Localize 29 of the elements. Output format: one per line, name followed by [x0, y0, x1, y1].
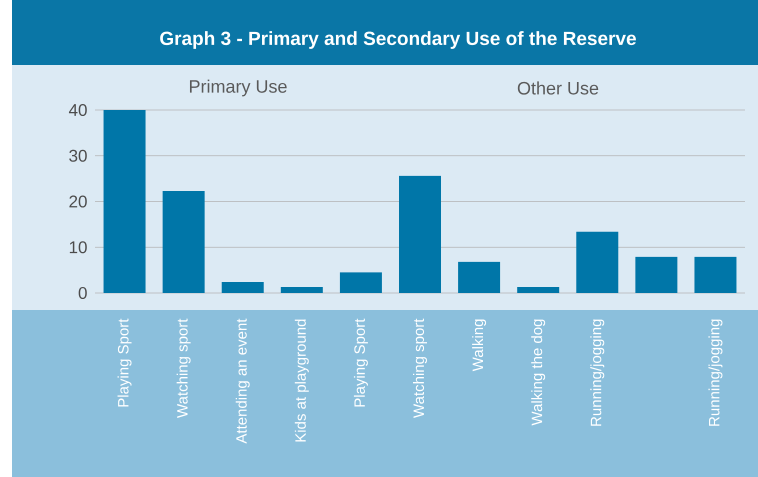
bar: [162, 190, 205, 293]
x-tick-label: Playing Sport: [118, 318, 132, 407]
x-tick-label: Watching sport: [176, 318, 191, 418]
bar: [222, 282, 264, 293]
bar: [280, 287, 323, 293]
x-tick-label: Running/jogging: [708, 320, 722, 426]
x-tick-label: Attending an event: [236, 318, 250, 444]
bar: [458, 262, 500, 293]
y-tick-label: 0: [78, 286, 87, 300]
bar: [517, 287, 560, 293]
x-tick-label: Playing Sport: [354, 318, 368, 407]
bar: [340, 272, 382, 293]
x-tick-label: Walking the dog: [531, 320, 546, 426]
x-tick-label: Running/jogging: [590, 320, 604, 426]
y-tick-label: 20: [69, 195, 87, 208]
chart-title: Graph 3 - Primary and Secondary Use of the Reserve: [160, 31, 636, 49]
bar: [694, 256, 736, 293]
bar: [104, 110, 146, 293]
bar: [399, 176, 442, 293]
bar: [576, 232, 618, 293]
text: Primary Use: [190, 80, 287, 96]
y-tick-label: 40: [68, 104, 87, 116]
bar: [635, 256, 678, 293]
x-tick-label: Walking: [472, 320, 486, 372]
x-tick-label: Kids at playground: [294, 320, 309, 442]
x-tick-label: Watching sport: [413, 318, 427, 418]
y-tick-label: 10: [70, 241, 87, 254]
y-tick-label: 30: [69, 150, 87, 162]
text: Other Use: [518, 81, 598, 95]
